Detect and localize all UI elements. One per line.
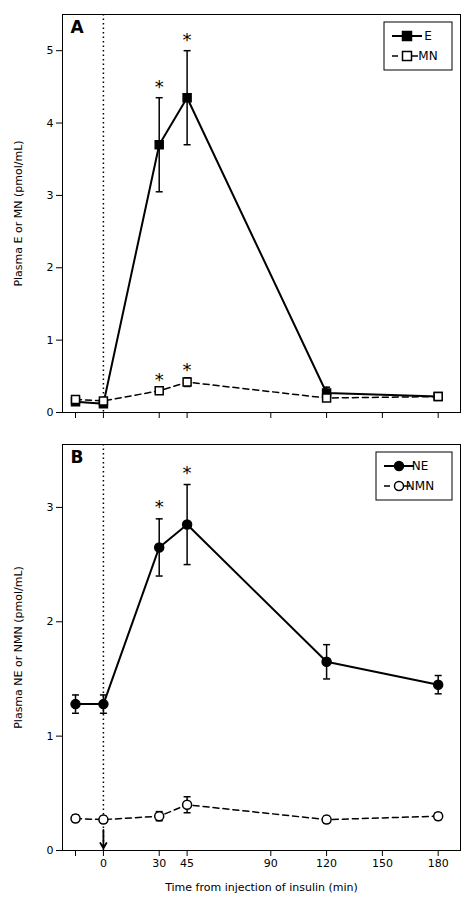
svg-text:120: 120 xyxy=(316,857,337,870)
svg-text:Plasma E or MN (pmol/mL): Plasma E or MN (pmol/mL) xyxy=(12,140,25,286)
svg-text:0: 0 xyxy=(47,406,54,419)
svg-text:4: 4 xyxy=(47,117,54,130)
svg-text:1: 1 xyxy=(47,730,54,743)
svg-text:A: A xyxy=(71,17,85,37)
svg-text:0: 0 xyxy=(100,857,107,870)
svg-text:45: 45 xyxy=(180,857,194,870)
svg-text:E: E xyxy=(424,29,432,43)
svg-text:2: 2 xyxy=(47,615,54,628)
svg-text:150: 150 xyxy=(372,857,393,870)
svg-text:*: * xyxy=(183,462,192,483)
svg-text:0: 0 xyxy=(47,844,54,857)
svg-text:NMN: NMN xyxy=(406,479,434,493)
svg-text:1: 1 xyxy=(47,334,54,347)
svg-text:Plasma NE or NMN (pmol/mL): Plasma NE or NMN (pmol/mL) xyxy=(12,566,25,729)
svg-text:*: * xyxy=(155,369,164,390)
svg-text:Time from injection of insulin: Time from injection of insulin (min) xyxy=(164,881,358,894)
svg-text:*: * xyxy=(183,29,192,50)
svg-text:5: 5 xyxy=(47,44,54,57)
svg-text:30: 30 xyxy=(152,857,166,870)
svg-text:90: 90 xyxy=(264,857,278,870)
svg-text:3: 3 xyxy=(47,501,54,514)
svg-text:*: * xyxy=(155,76,164,97)
svg-text:3: 3 xyxy=(47,189,54,202)
svg-text:MN: MN xyxy=(418,49,437,63)
svg-text:*: * xyxy=(183,359,192,380)
svg-text:NE: NE xyxy=(412,459,429,473)
svg-text:180: 180 xyxy=(428,857,449,870)
svg-text:*: * xyxy=(155,496,164,517)
svg-text:2: 2 xyxy=(47,261,54,274)
svg-text:B: B xyxy=(71,447,84,467)
